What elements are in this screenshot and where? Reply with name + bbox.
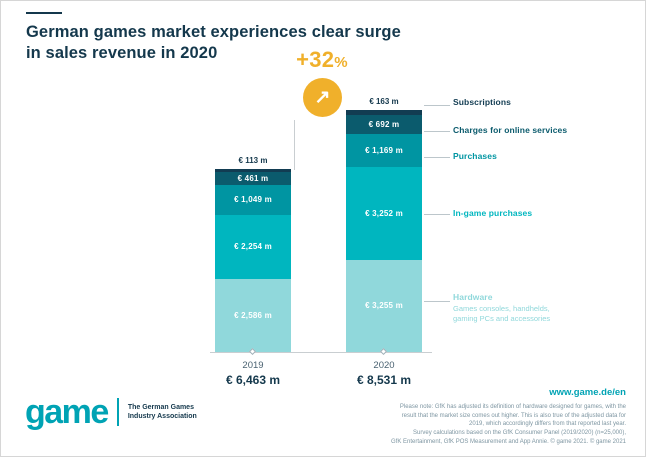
segment-in-game-purchases: € 3,252 m	[346, 167, 422, 260]
category-total: € 6,463 m	[225, 373, 281, 387]
segment-in-game-purchases: € 2,254 m	[215, 214, 291, 279]
legend-hardware: Hardware Games consoles, handhelds, gamin…	[453, 292, 638, 324]
x-axis-line	[210, 352, 432, 353]
fine-print-note: Please note: GfK has adjusted its defini…	[391, 404, 626, 445]
segment-purchases: € 1,169 m	[346, 134, 422, 168]
legend-purchases: Purchases	[453, 151, 638, 161]
legend-leader-line	[424, 105, 450, 106]
segment-value-label: € 1,049 m	[234, 195, 272, 205]
legend-sublabel: Games consoles, handhelds, gaming PCs an…	[453, 304, 551, 323]
stacked-bar-2019: € 461 m € 1,049 m € 2,254 m € 2,586 m	[215, 168, 291, 352]
legend-label: Charges for online services	[453, 125, 568, 135]
segment-value-label: € 3,252 m	[365, 209, 403, 218]
legend-charges-for-online-services: Charges for online services	[453, 125, 638, 135]
growth-value: +32	[296, 47, 335, 72]
segment-subscriptions	[346, 110, 422, 115]
title-accent-rule	[26, 12, 62, 14]
segment-hardware: € 3,255 m	[346, 259, 422, 352]
legend-leader-line	[424, 157, 450, 158]
website-link[interactable]: www.game.de/en	[549, 387, 626, 398]
category-label: 2020	[373, 360, 395, 371]
segment-charges-for-online-services: € 461 m	[215, 171, 291, 185]
stacked-bar-2020: € 692 m € 1,169 m € 3,252 m € 3,255 m	[346, 110, 422, 352]
segment-hardware: € 2,586 m	[215, 278, 291, 352]
annotation-connector-line	[294, 120, 295, 170]
legend-label: Purchases	[453, 151, 497, 161]
segment-value-label: € 2,254 m	[234, 242, 272, 252]
page-title: German games market experiences clear su…	[26, 23, 401, 63]
logo-tagline: The German Games Industry Association	[127, 403, 197, 421]
segment-purchases: € 1,049 m	[215, 184, 291, 215]
segment-value-label-outside: € 163 m	[369, 97, 399, 106]
segment-subscriptions	[215, 168, 291, 172]
legend-in-game-purchases: In-game purchases	[453, 208, 638, 218]
growth-percentage: +32%	[251, 47, 393, 73]
category-label: 2019	[242, 360, 264, 371]
legend-label: Hardware	[453, 292, 493, 302]
segment-value-label: € 461 m	[237, 173, 269, 183]
legend-leader-line	[424, 131, 450, 132]
growth-unit: %	[334, 54, 348, 71]
segment-value-label: € 3,255 m	[365, 301, 403, 311]
segment-value-label: € 2,586 m	[234, 310, 272, 320]
logo-divider	[116, 398, 119, 427]
logo-wordmark: game	[25, 393, 109, 431]
segment-value-label-outside: € 113 m	[238, 155, 268, 165]
legend-subscriptions: Subscriptions	[453, 97, 638, 107]
growth-arrow-badge: ↗	[303, 78, 342, 117]
legend-leader-line	[424, 301, 450, 302]
category-total: € 8,531 m	[356, 373, 412, 387]
segment-value-label: € 1,169 m	[365, 146, 403, 156]
legend-label: In-game purchases	[453, 208, 533, 218]
segment-charges-for-online-services: € 692 m	[346, 114, 422, 135]
game-association-logo: game The German Games Industry Associati…	[25, 393, 197, 431]
segment-value-label: € 692 m	[368, 119, 400, 129]
up-right-arrow-icon: ↗	[314, 87, 331, 108]
legend-label: Subscriptions	[453, 97, 511, 107]
legend-leader-line	[424, 214, 450, 215]
